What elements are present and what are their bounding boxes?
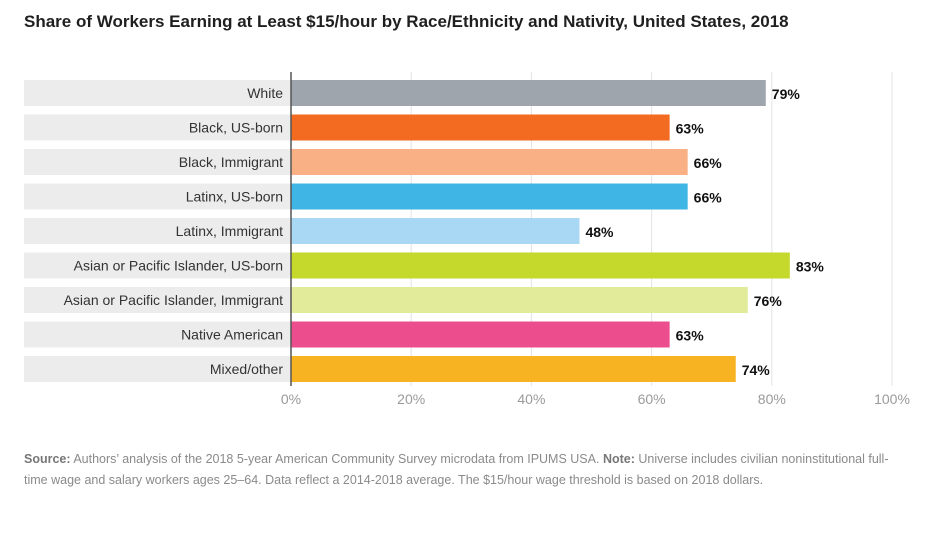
- value-label: 74%: [742, 362, 771, 378]
- bar: [291, 218, 580, 244]
- category-label: White: [247, 85, 283, 101]
- bar: [291, 321, 670, 348]
- category-band: [24, 218, 291, 244]
- bar: [291, 356, 736, 382]
- category-band: [24, 80, 291, 106]
- bar: [291, 114, 670, 141]
- category-label: Native American: [181, 327, 283, 343]
- category-label: Asian or Pacific Islander, Immigrant: [64, 292, 284, 308]
- x-tick-label: 40%: [517, 391, 545, 407]
- bar-chart: White Black, US-born Black, Immigrant Latin…: [24, 72, 910, 407]
- category-band: [24, 252, 291, 279]
- x-tick-label: 20%: [397, 391, 425, 407]
- category-band: [24, 114, 291, 141]
- category-label: Asian or Pacific Islander, US-born: [74, 258, 283, 274]
- category-label: Black, US-born: [189, 120, 283, 136]
- note-text: Universe includes civilian noninstitutio…: [24, 452, 889, 487]
- x-tick-label: 100%: [874, 391, 910, 407]
- x-tick-label: 60%: [638, 391, 666, 407]
- x-tick-label: 80%: [758, 391, 786, 407]
- note-label: Note:: [602, 452, 635, 466]
- value-label: 63%: [676, 121, 705, 137]
- value-label: 63%: [676, 328, 705, 344]
- category-band: [24, 287, 291, 313]
- bar: [291, 252, 790, 279]
- category-label: Latinx, US-born: [186, 189, 283, 205]
- bar: [291, 183, 688, 210]
- value-label: 48%: [585, 224, 614, 240]
- category-label: Latinx, Immigrant: [176, 223, 283, 239]
- chart-footnote: Source: Authors’ analysis of the 2018 5-…: [24, 449, 904, 491]
- value-label: 76%: [754, 293, 783, 309]
- source-text: Authors’ analysis of the 2018 5-year Ame…: [70, 452, 603, 466]
- bar: [291, 287, 748, 313]
- x-tick-label: 0%: [281, 391, 301, 407]
- value-label: 79%: [772, 86, 801, 102]
- category-band: [24, 149, 291, 175]
- value-label: 66%: [694, 190, 723, 206]
- value-label: 83%: [796, 259, 825, 275]
- bar: [291, 149, 688, 175]
- bar: [291, 80, 766, 106]
- category-band: [24, 183, 291, 210]
- category-band: [24, 356, 291, 382]
- chart-title: Share of Workers Earning at Least $15/ho…: [24, 12, 789, 31]
- value-label: 66%: [694, 155, 723, 171]
- source-label: Source:: [24, 452, 71, 466]
- category-label: Black, Immigrant: [179, 154, 283, 170]
- category-band: [24, 321, 291, 348]
- category-label: Mixed/other: [210, 361, 283, 377]
